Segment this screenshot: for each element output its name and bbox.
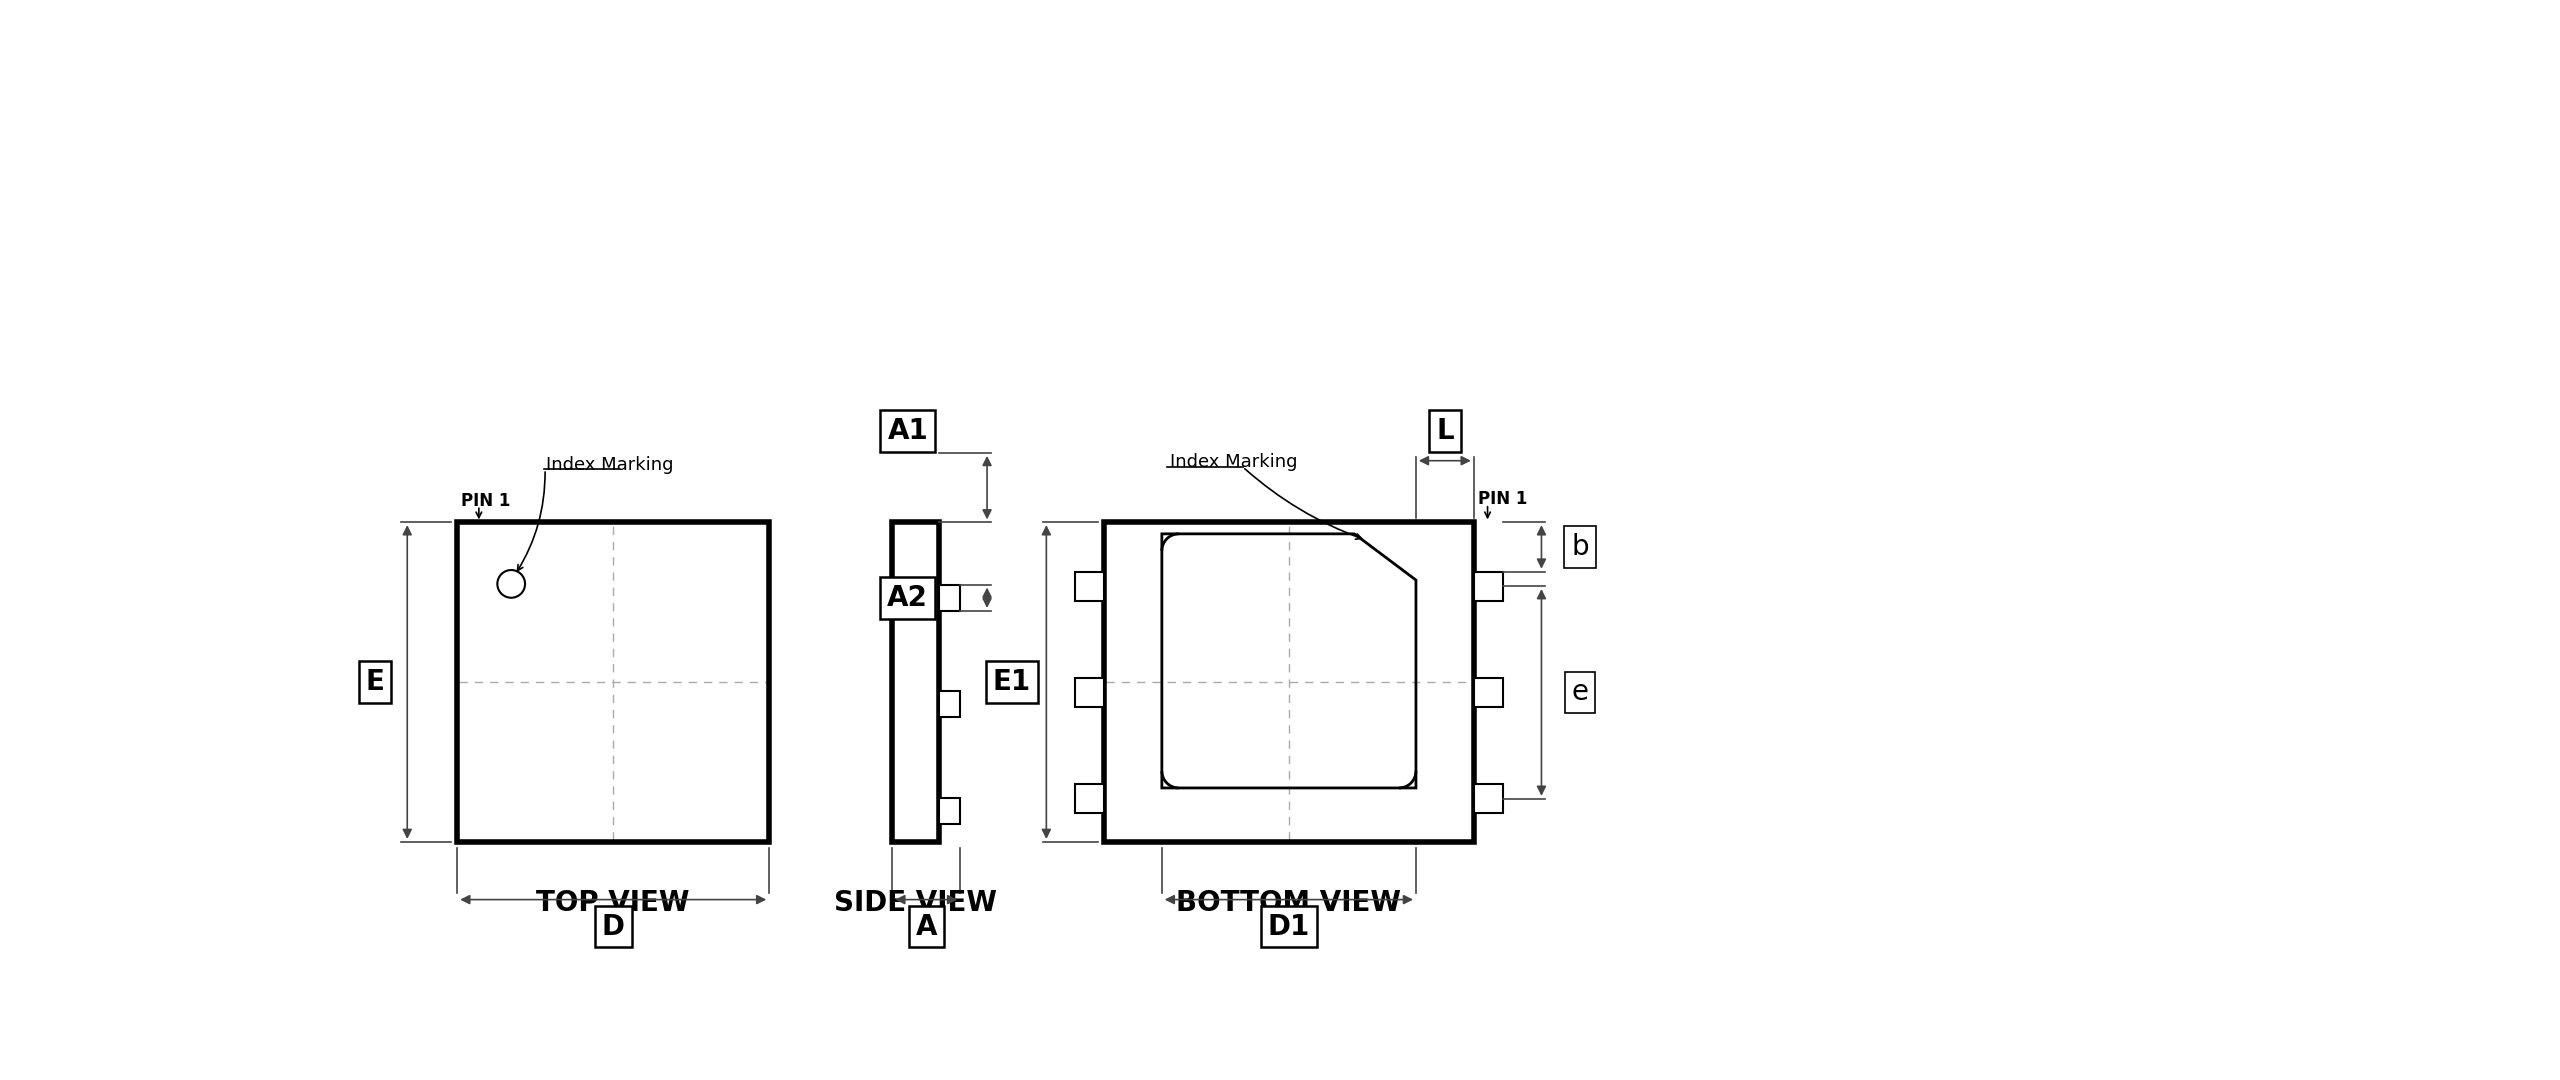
Text: TOP VIEW: TOP VIEW bbox=[535, 890, 689, 917]
Text: e: e bbox=[1572, 678, 1587, 706]
Polygon shape bbox=[1075, 784, 1103, 813]
Text: Index Marking: Index Marking bbox=[1170, 454, 1298, 471]
Text: L: L bbox=[1436, 418, 1454, 445]
Polygon shape bbox=[940, 584, 960, 611]
Text: b: b bbox=[1572, 532, 1590, 561]
Text: A2: A2 bbox=[888, 584, 929, 611]
Polygon shape bbox=[1475, 784, 1503, 813]
Text: E1: E1 bbox=[993, 669, 1032, 697]
Polygon shape bbox=[940, 798, 960, 824]
Text: PIN 1: PIN 1 bbox=[1477, 490, 1526, 509]
Text: A1: A1 bbox=[888, 418, 929, 445]
Text: BOTTOM VIEW: BOTTOM VIEW bbox=[1178, 890, 1400, 917]
Text: D: D bbox=[602, 913, 625, 941]
Polygon shape bbox=[1075, 571, 1103, 600]
Polygon shape bbox=[1475, 678, 1503, 707]
Text: D1: D1 bbox=[1267, 913, 1311, 941]
Polygon shape bbox=[940, 691, 960, 717]
Polygon shape bbox=[1075, 678, 1103, 707]
Text: Index Marking: Index Marking bbox=[545, 456, 673, 473]
Polygon shape bbox=[1475, 571, 1503, 600]
Text: E: E bbox=[366, 669, 384, 697]
Text: PIN 1: PIN 1 bbox=[461, 491, 509, 510]
Text: A: A bbox=[916, 913, 937, 941]
Text: SIDE VIEW: SIDE VIEW bbox=[835, 890, 996, 917]
